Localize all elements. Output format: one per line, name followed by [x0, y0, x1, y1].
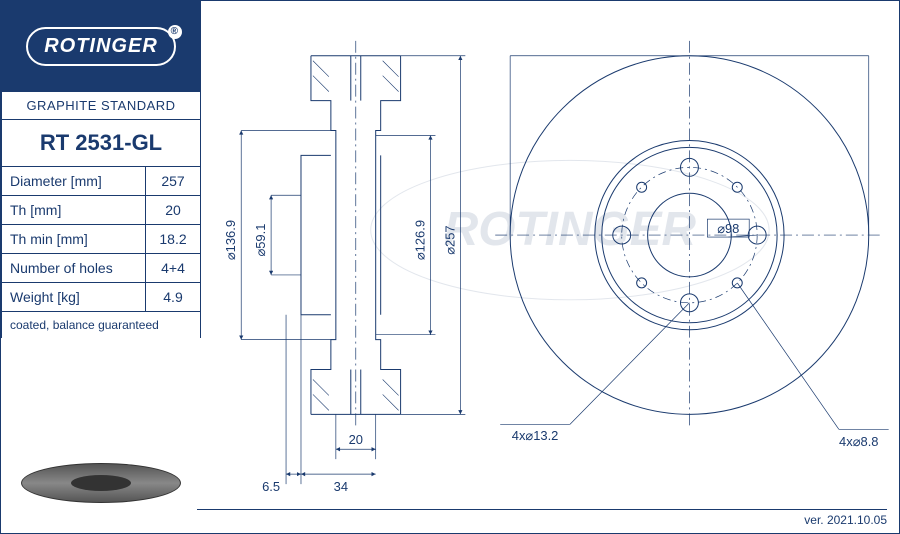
dim-label: ⌀136.9 — [223, 220, 238, 260]
table-row: Diameter [mm]257 — [2, 167, 201, 196]
spec-table: GRAPHITE STANDARD RT 2531-GL Diameter [m… — [1, 91, 201, 338]
dim-label: ⌀59.1 — [253, 224, 268, 257]
spec-label: Th [mm] — [2, 196, 146, 225]
spec-note: coated, balance guaranteed — [2, 312, 201, 339]
table-row: Number of holes4+4 — [2, 254, 201, 283]
brand-text: ROTINGER — [44, 35, 158, 57]
part-number: RT 2531-GL — [2, 120, 201, 167]
dim-label: 4x⌀13.2 — [512, 428, 559, 443]
brand-logo: ROTINGER ® — [1, 1, 201, 91]
dim-label: ⌀98 — [717, 221, 739, 236]
spec-value: 18.2 — [146, 225, 201, 254]
dim-label: 4x⌀8.8 — [839, 434, 878, 449]
registered-icon: ® — [168, 25, 182, 39]
product-thumbnail — [1, 433, 201, 533]
dim-label: 6.5 — [262, 479, 280, 494]
dim-label: 20 — [349, 432, 363, 447]
section-view: ⌀136.9 ⌀59.1 ⌀126.9 ⌀257 20 34 6.5 — [223, 41, 465, 494]
version-label: ver. 2021.10.05 — [197, 509, 887, 527]
spec-value: 257 — [146, 167, 201, 196]
brand-wordmark: ROTINGER ® — [26, 27, 176, 66]
spec-value: 4.9 — [146, 283, 201, 312]
table-row: Th min [mm]18.2 — [2, 225, 201, 254]
spec-label: Weight [kg] — [2, 283, 146, 312]
spec-value: 20 — [146, 196, 201, 225]
table-row: Th [mm]20 — [2, 196, 201, 225]
spec-label: Diameter [mm] — [2, 167, 146, 196]
spec-subtitle: GRAPHITE STANDARD — [2, 92, 201, 120]
spec-label: Th min [mm] — [2, 225, 146, 254]
disc-render-icon — [21, 463, 181, 503]
spec-label: Number of holes — [2, 254, 146, 283]
technical-drawing: ROTINGER ⌀136.9 ⌀59.1 ⌀126.9 ⌀257 — [201, 1, 899, 505]
svg-text:ROTINGER: ROTINGER — [444, 203, 697, 256]
dim-label: ⌀126.9 — [412, 220, 427, 260]
spec-value: 4+4 — [146, 254, 201, 283]
dim-label: 34 — [334, 479, 348, 494]
table-row: Weight [kg]4.9 — [2, 283, 201, 312]
dim-label: ⌀257 — [442, 225, 457, 254]
